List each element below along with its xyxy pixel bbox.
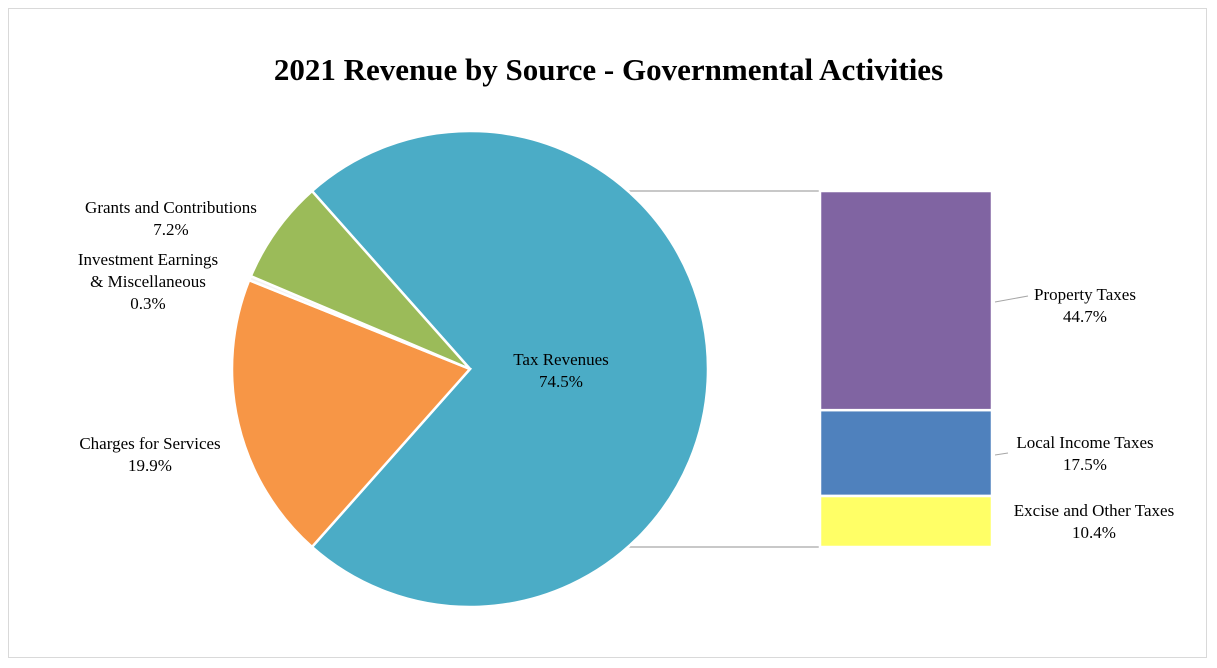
pie-slice-grants-and-contributions (249, 189, 471, 371)
chart-title: 2021 Revenue by Source - Governmental Ac… (273, 52, 944, 87)
leader-line-property-taxes (994, 295, 1029, 303)
leader-line-local-income-taxes (994, 452, 1009, 456)
bar-segment-property-taxes (818, 189, 994, 412)
pie-slice-tax-revenues (310, 129, 710, 609)
data-label-local-income-taxes: Local Income Taxes 17.5% (1016, 433, 1153, 474)
bar-segment-local-income-taxes (818, 408, 994, 498)
bar-segment-excise-and-other-taxes (818, 494, 994, 549)
data-label-investment-earnings-miscellaneous: Investment Earnings & Miscellaneous 0.3% (78, 250, 218, 313)
data-label-excise-and-other-taxes: Excise and Other Taxes 10.4% (1014, 501, 1174, 542)
data-label-charges-for-services: Charges for Services 19.9% (79, 434, 220, 475)
pie-slice-charges-for-services (230, 278, 473, 549)
data-label-grants-and-contributions: Grants and Contributions 7.2% (85, 198, 257, 239)
data-label-tax-revenues: Tax Revenues 74.5% (513, 350, 609, 391)
data-label-property-taxes: Property Taxes 44.7% (1034, 285, 1136, 326)
